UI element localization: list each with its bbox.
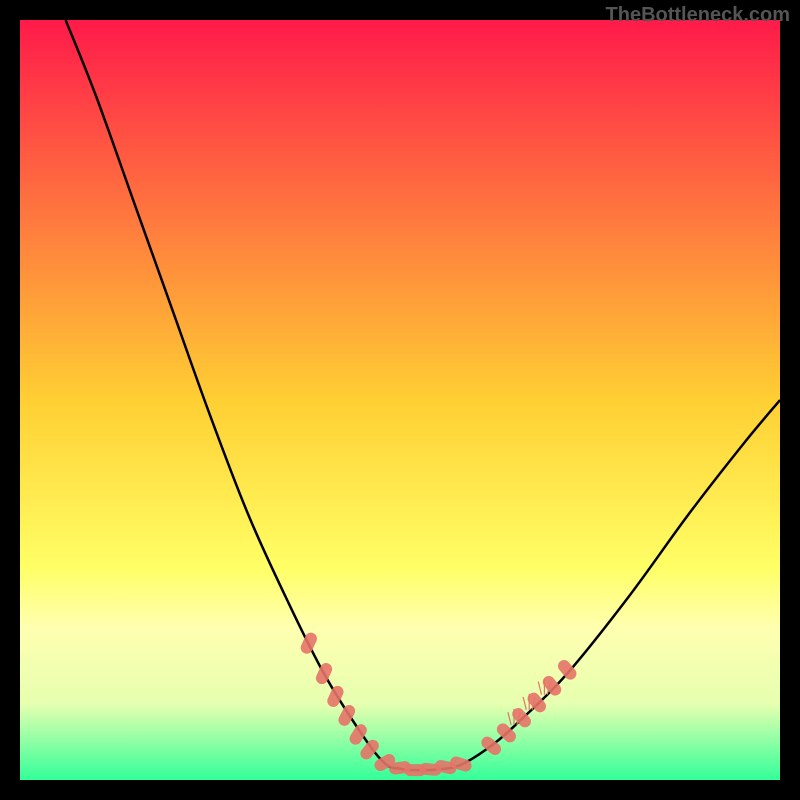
chart-svg xyxy=(0,0,800,800)
chart-frame: TheBottleneck.com xyxy=(0,0,800,800)
watermark-text: TheBottleneck.com xyxy=(606,4,790,27)
plot-background xyxy=(20,20,780,780)
